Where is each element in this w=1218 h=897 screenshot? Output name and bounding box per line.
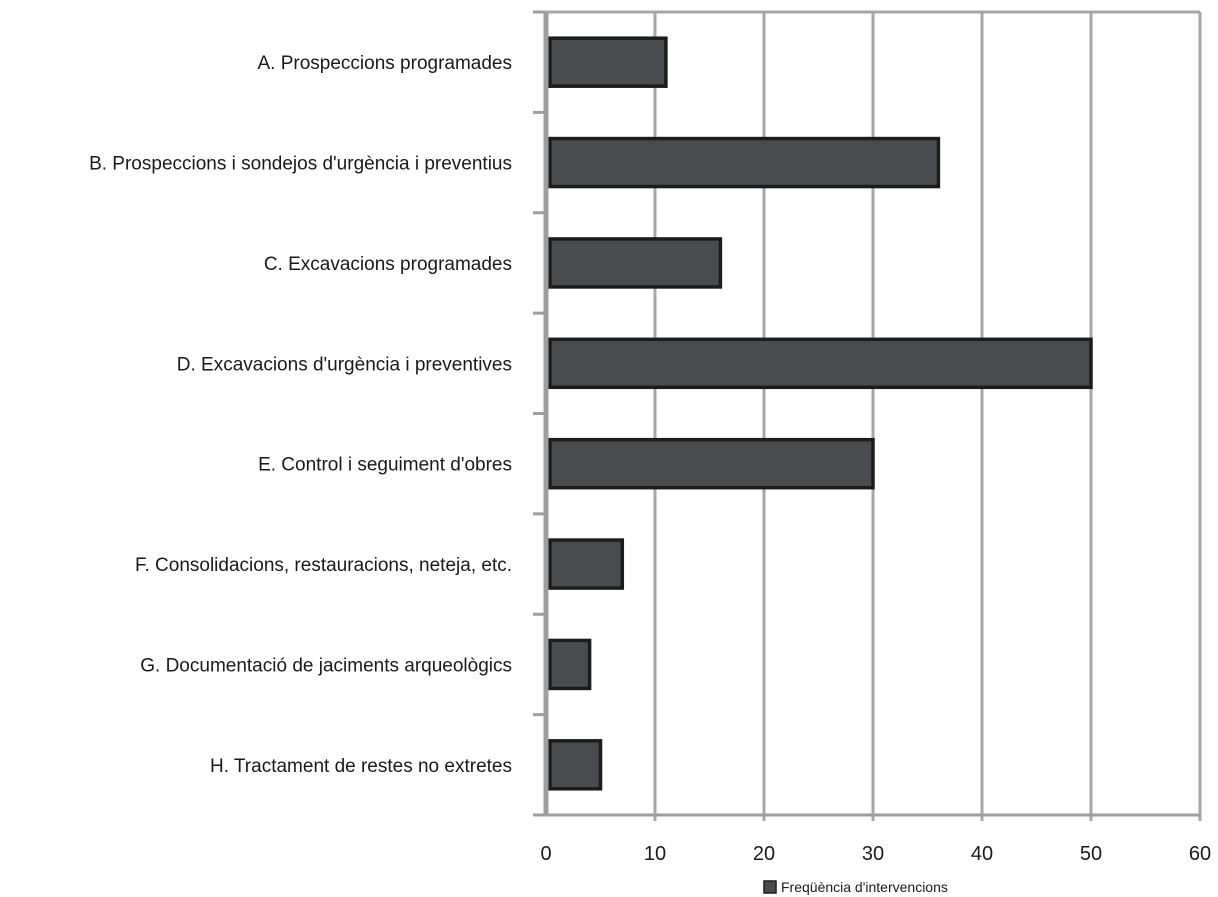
x-tick-label: 40 (971, 843, 993, 865)
bar (548, 437, 875, 490)
bar (548, 337, 1093, 390)
value-axis: 0 10 20 30 40 50 60 (533, 813, 1211, 865)
category-labels: A. Prospeccions programades B. Prospeccio… (89, 53, 512, 777)
bar (548, 136, 941, 189)
legend-swatch (763, 880, 777, 894)
legend-label: Freqüència d'intervencions (781, 879, 948, 895)
x-tick-label: 10 (644, 843, 666, 865)
bar (548, 739, 603, 791)
x-tick-label: 0 (540, 843, 551, 865)
category-label: E. Control i seguiment d'obres (258, 455, 512, 476)
x-tick-label: 60 (1189, 843, 1211, 865)
category-label: D. Excavacions d'urgència i preventives (177, 354, 512, 375)
category-label: F. Consolidacions, restauracions, neteja… (135, 555, 512, 576)
bar (548, 36, 668, 88)
x-tick-label: 50 (1080, 843, 1102, 865)
category-label: B. Prospeccions i sondejos d'urgència i … (89, 154, 512, 175)
bar (548, 237, 723, 289)
gridlines (546, 10, 1202, 821)
bars (548, 36, 1093, 791)
category-label: A. Prospeccions programades (257, 53, 512, 74)
category-label: G. Documentació de jaciments arqueològic… (140, 655, 512, 676)
bar (548, 538, 625, 590)
x-tick-label: 30 (862, 843, 884, 865)
legend: Freqüència d'intervencions (763, 879, 948, 895)
category-label: H. Tractament de restes no extretes (210, 756, 512, 777)
bar (548, 638, 592, 691)
category-label: C. Excavacions programades (264, 254, 512, 275)
category-axis (533, 10, 549, 817)
x-tick-label: 20 (753, 843, 775, 865)
